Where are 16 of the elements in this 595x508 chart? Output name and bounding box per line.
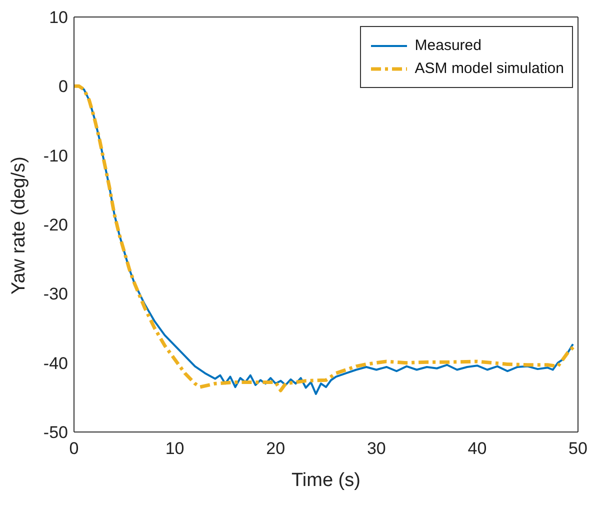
legend-label: ASM model simulation <box>414 60 564 77</box>
x-tick-label: 20 <box>266 439 286 458</box>
y-tick-label: -40 <box>43 354 68 373</box>
y-tick-label: -50 <box>43 423 68 442</box>
x-tick-label: 40 <box>468 439 487 458</box>
legend-label: Measured <box>414 37 482 54</box>
y-tick-label: -10 <box>43 146 68 166</box>
x-axis-title: Time (s) <box>292 470 360 491</box>
y-tick-label: 10 <box>49 8 68 28</box>
x-tick-label: 10 <box>165 439 184 458</box>
x-tick-label: 50 <box>568 439 588 458</box>
y-tick-label: -20 <box>43 216 68 235</box>
y-tick-label: 0 <box>58 77 68 96</box>
x-tick-label: 30 <box>366 439 386 458</box>
y-axis-title: Yaw rate (deg/s) <box>8 156 30 294</box>
y-tick-label: -30 <box>43 284 68 304</box>
